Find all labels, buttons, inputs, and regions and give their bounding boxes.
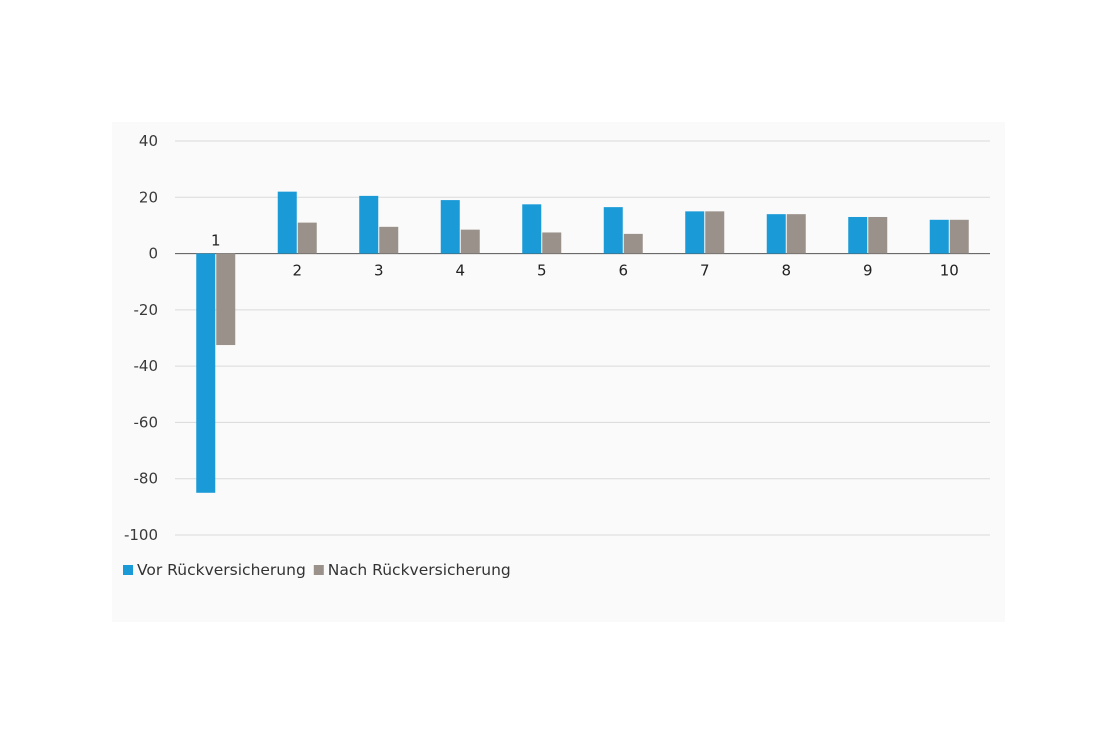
bar-nach-7 [705, 211, 725, 254]
bar-nach-6 [623, 233, 643, 254]
bar-vor-2 [277, 191, 297, 254]
category-labels: 1 2 3 4 5 6 7 8 9 10 [211, 232, 959, 280]
bar-nach-8 [786, 214, 806, 254]
y-tick-label: -40 [134, 357, 159, 375]
y-tick-label: -80 [134, 470, 159, 488]
bar-nach-1 [216, 253, 236, 346]
bar-nach-4 [460, 229, 480, 254]
y-tick-label: -100 [124, 526, 158, 544]
category-label: 8 [781, 262, 791, 280]
legend: Vor Rückversicherung Nach Rückversicherun… [123, 561, 511, 579]
category-label: 5 [537, 262, 547, 280]
bar-vor-6 [603, 207, 623, 254]
category-label: 2 [292, 262, 302, 280]
category-label: 7 [700, 262, 710, 280]
category-label: 1 [211, 232, 221, 250]
bar-nach-3 [379, 226, 399, 254]
y-axis-tick-labels: 40 20 0 -20 -40 -60 -80 -100 [124, 132, 158, 544]
y-tick-label: -60 [134, 413, 159, 431]
chart-panel [112, 122, 1005, 622]
category-label: 3 [374, 262, 384, 280]
bar-vor-9 [848, 216, 868, 254]
gridlines [175, 140, 990, 536]
y-tick-label: -20 [134, 301, 159, 319]
y-tick-label: 20 [139, 188, 158, 206]
legend-label-nach: Nach Rückversicherung [328, 561, 511, 579]
bar-vor-3 [359, 195, 379, 254]
bar-vor-1 [196, 253, 216, 493]
category-label: 9 [863, 262, 873, 280]
bar-nach-9 [868, 216, 888, 254]
legend-label-vor: Vor Rückversicherung [137, 561, 306, 579]
legend-swatch-nach [313, 565, 324, 575]
y-tick-label: 40 [139, 132, 158, 150]
bar-nach-10 [949, 219, 969, 254]
bar-vor-7 [685, 211, 705, 254]
category-label: 4 [455, 262, 465, 280]
bars [196, 191, 969, 493]
bar-nach-5 [542, 232, 562, 254]
bar-vor-10 [929, 219, 949, 254]
bar-vor-8 [766, 214, 786, 254]
category-label: 10 [940, 262, 959, 280]
bar-vor-4 [440, 200, 460, 254]
legend-swatch-vor [123, 565, 133, 575]
bar-nach-2 [297, 222, 317, 254]
bar-vor-5 [522, 204, 542, 254]
category-label: 6 [618, 262, 628, 280]
y-tick-label: 0 [148, 245, 158, 263]
